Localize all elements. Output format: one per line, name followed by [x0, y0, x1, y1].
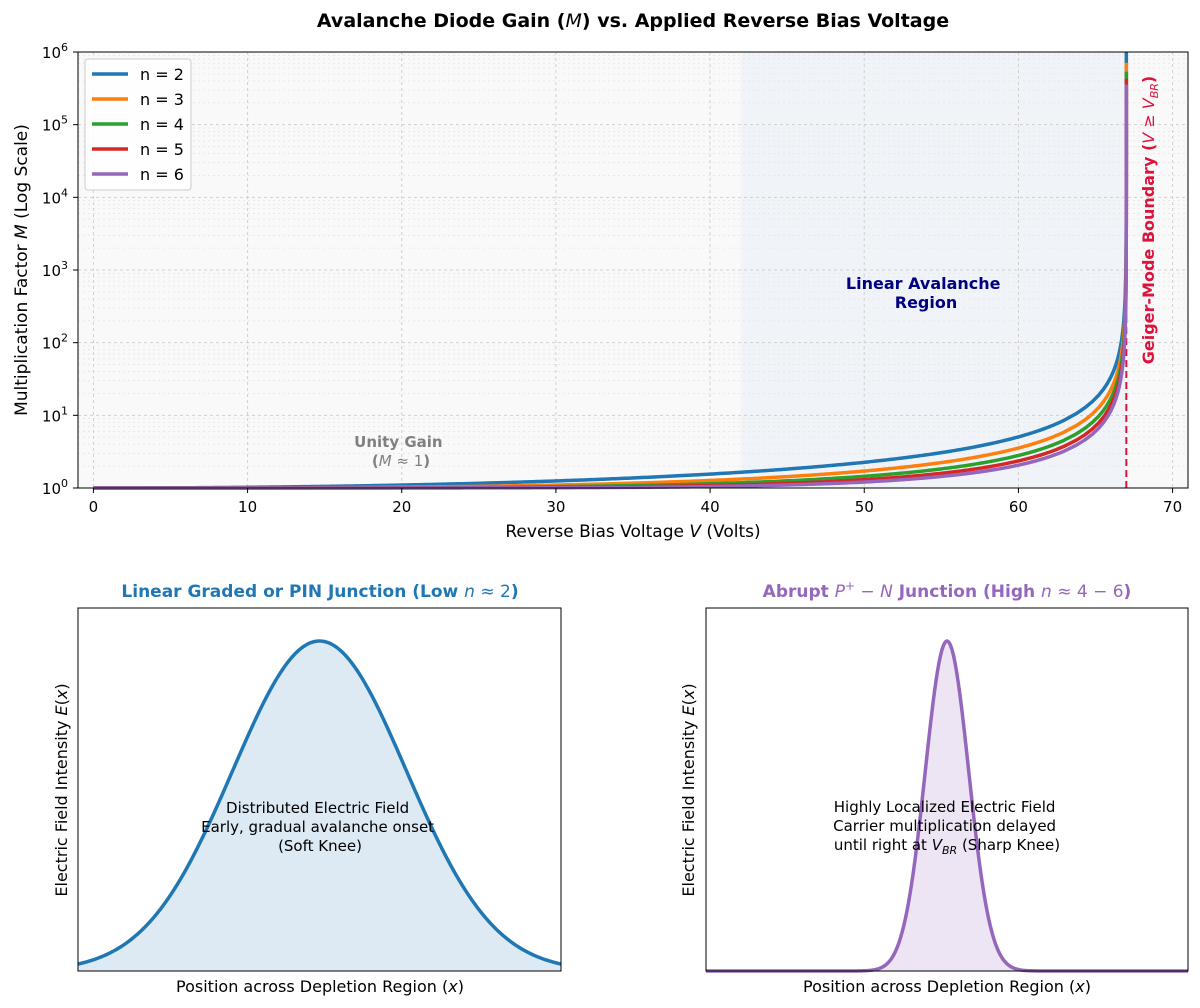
abrupt-plot-frame — [705, 607, 1189, 972]
y-tick-label: 104 — [42, 186, 68, 207]
main-chart: 0 10 20 30 40 50 60 70 100 101 102 103 104 105 106 Re… — [12, 41, 1189, 542]
x-tick-label: 10 — [238, 498, 257, 516]
pin-y-axis-label: Electric Field Intensity E(x) — [52, 683, 71, 896]
legend-entry: n = 5 — [92, 140, 184, 159]
x-tick-label: 40 — [701, 498, 720, 516]
linear-region-annotation: Linear Avalanche Region — [846, 274, 1006, 312]
abrupt-y-axis-label: Electric Field Intensity E(x) — [679, 683, 698, 896]
pin-junction-panel: Linear Graded or PIN Junction (Low n ≈ 2… — [52, 582, 562, 996]
y-tick-label: 102 — [42, 332, 68, 353]
x-tick-label: 20 — [392, 498, 411, 516]
x-tick-label: 60 — [1009, 498, 1028, 516]
legend-label: n = 2 — [140, 65, 184, 84]
pin-field-curve — [77, 639, 562, 966]
x-tick-label: 70 — [1163, 498, 1182, 516]
legend-entry: n = 3 — [92, 90, 184, 109]
main-x-ticks: 0 10 20 30 40 50 60 70 — [89, 488, 1182, 516]
y-tick-label: 106 — [42, 41, 68, 62]
abrupt-junction-panel: Abrupt P+ − N Junction (High n ≈ 4 − 6) … — [679, 579, 1189, 996]
figure-title: Avalanche Diode Gain (M) vs. Applied Rev… — [317, 10, 949, 32]
main-grid — [78, 51, 1188, 489]
pin-field-fill — [78, 641, 561, 971]
legend-entry: n = 4 — [92, 115, 184, 134]
legend-label: n = 3 — [140, 90, 184, 109]
main-x-axis-label: Reverse Bias Voltage V (Volts) — [505, 522, 760, 542]
main-legend: n = 2 n = 3 n = 4 n = 5 n = 6 — [84, 58, 192, 191]
abrupt-panel-title: Abrupt P+ − N Junction (High n ≈ 4 − 6) — [763, 579, 1132, 602]
pin-panel-title: Linear Graded or PIN Junction (Low n ≈ 2… — [121, 582, 518, 602]
x-tick-label: 50 — [855, 498, 874, 516]
main-y-ticks: 100 101 102 103 104 105 106 — [42, 41, 78, 498]
legend-label: n = 5 — [140, 140, 184, 159]
abrupt-x-axis-label: Position across Depletion Region (x) — [803, 977, 1091, 996]
pin-x-axis-label: Position across Depletion Region (x) — [176, 977, 464, 996]
main-y-axis-label: Multiplication Factor M (Log Scale) — [12, 124, 32, 416]
unity-gain-annotation: Unity Gain (M ≈ 1) — [354, 433, 448, 470]
legend-entry: n = 2 — [92, 65, 184, 84]
x-tick-label: 0 — [89, 498, 99, 516]
legend-label: n = 6 — [140, 165, 184, 184]
legend-label: n = 4 — [140, 115, 184, 134]
legend-frame — [84, 58, 192, 191]
y-tick-label: 103 — [42, 259, 68, 280]
x-tick-label: 30 — [546, 498, 565, 516]
y-tick-label: 100 — [42, 477, 68, 498]
abrupt-field-fill — [706, 641, 1188, 971]
y-tick-label: 101 — [42, 404, 68, 425]
geiger-boundary-annotation: Geiger-Mode Boundary (V ≥ VBR) — [1139, 76, 1161, 365]
y-tick-label: 105 — [42, 114, 68, 135]
pin-field-annotation: Distributed Electric Field Early, gradua… — [201, 799, 439, 855]
abrupt-field-annotation: Highly Localized Electric Field Carrier … — [833, 798, 1061, 857]
pin-plot-frame — [77, 607, 562, 972]
legend-entry: n = 6 — [92, 165, 184, 184]
